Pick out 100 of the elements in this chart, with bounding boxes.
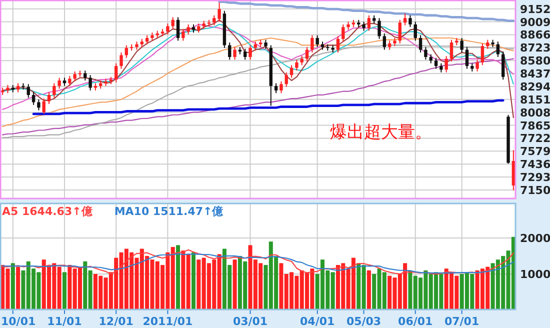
y-tick-label: 7293 bbox=[520, 171, 550, 184]
x-tick-label: 11/01 bbox=[47, 315, 82, 328]
y-tick-label: 8580 bbox=[520, 54, 550, 68]
x-tick-label: 07/01 bbox=[444, 315, 480, 328]
candlestick bbox=[145, 34, 149, 45]
candlestick bbox=[176, 16, 180, 42]
candlestick bbox=[197, 23, 200, 34]
candlestick bbox=[120, 52, 123, 70]
y-tick-label: 9009 bbox=[520, 16, 550, 29]
y-tick-label: 1000 bbox=[520, 268, 550, 281]
line-series bbox=[32, 99, 504, 116]
bar bbox=[16, 266, 20, 310]
candlestick bbox=[450, 39, 454, 62]
candlestick bbox=[398, 19, 402, 44]
candlestick bbox=[73, 70, 76, 82]
candlestick bbox=[16, 82, 20, 93]
bar bbox=[62, 272, 66, 310]
line-series bbox=[218, 0, 515, 22]
y-tick-label: 8437 bbox=[520, 68, 550, 81]
candlestick bbox=[280, 80, 283, 94]
candlestick bbox=[212, 14, 216, 26]
candlestick bbox=[32, 92, 36, 106]
candlestick bbox=[42, 98, 46, 114]
candlestick bbox=[403, 13, 407, 26]
candlestick bbox=[88, 74, 92, 91]
text: A5 1644.63↑億 bbox=[2, 205, 94, 218]
y-tick-label: 7722 bbox=[520, 132, 550, 146]
x-tick-label: 2011/01 bbox=[142, 315, 193, 328]
x-tick-label: 12/01 bbox=[98, 315, 134, 328]
text: MA10 1511.47↑億 bbox=[114, 205, 224, 218]
candlestick bbox=[114, 62, 118, 83]
y-tick-label: 7865 bbox=[520, 119, 550, 132]
candlestick bbox=[486, 39, 490, 50]
candlestick bbox=[284, 72, 288, 88]
x-tick-label: 03/01 bbox=[232, 315, 268, 328]
candlestick bbox=[52, 82, 56, 98]
candlestick bbox=[434, 57, 438, 70]
candlestick bbox=[429, 54, 432, 64]
candlestick bbox=[300, 56, 304, 66]
candlestick bbox=[68, 75, 72, 86]
candlestick bbox=[26, 84, 30, 98]
candlestick bbox=[84, 70, 87, 82]
candlestick bbox=[388, 40, 392, 50]
candlestick bbox=[58, 77, 61, 90]
candlestick bbox=[496, 41, 500, 58]
candlestick bbox=[414, 21, 417, 42]
candlestick bbox=[336, 36, 340, 53]
y-tick-label: 8008 bbox=[520, 106, 550, 120]
bar bbox=[232, 260, 237, 310]
y-tick-label: 7436 bbox=[520, 158, 550, 172]
y-tick-label: 8866 bbox=[520, 28, 550, 42]
candlestick bbox=[166, 23, 170, 35]
candlestick bbox=[254, 41, 258, 52]
candlestick bbox=[444, 56, 448, 73]
bar bbox=[366, 270, 371, 310]
candlestick bbox=[274, 82, 278, 94]
candlestick bbox=[228, 42, 232, 60]
candlestick bbox=[182, 28, 185, 42]
candlestick bbox=[382, 32, 386, 50]
candlestick bbox=[124, 44, 128, 58]
candlestick bbox=[424, 46, 428, 60]
candlestick bbox=[233, 46, 236, 60]
candlestick bbox=[476, 59, 479, 72]
candlestick bbox=[465, 46, 469, 70]
candlestick bbox=[378, 18, 381, 40]
x-tick-label: 04/01 bbox=[300, 315, 335, 328]
candlestick bbox=[310, 34, 314, 53]
y-tick-label: 9152 bbox=[520, 2, 550, 16]
candlestick bbox=[480, 42, 484, 66]
candlestick bbox=[362, 21, 366, 32]
candlestick bbox=[37, 99, 40, 111]
candlestick bbox=[440, 62, 443, 73]
x-tick-label: 05/03 bbox=[346, 315, 382, 328]
candlestick bbox=[244, 48, 247, 60]
line-series bbox=[2, 249, 514, 275]
x-tick-label: 10/01 bbox=[1, 315, 36, 328]
y-tick-label: 8151 bbox=[520, 93, 550, 106]
candlestick bbox=[502, 51, 505, 80]
bar bbox=[6, 268, 10, 310]
candlestick bbox=[248, 44, 252, 60]
candlestick bbox=[316, 34, 319, 48]
bar bbox=[10, 263, 15, 310]
annotation: 爆出超大量。 bbox=[330, 122, 432, 142]
candlestick bbox=[418, 34, 422, 53]
x-tick-label: 06/01 bbox=[398, 315, 433, 328]
candlestick bbox=[367, 14, 371, 32]
y-tick-label: 7150 bbox=[520, 184, 550, 197]
candlestick bbox=[290, 64, 294, 78]
candlestick bbox=[305, 46, 309, 62]
candlestick bbox=[342, 24, 345, 42]
candlestick bbox=[218, 2, 221, 22]
line-series bbox=[2, 253, 514, 274]
candlestick bbox=[408, 14, 412, 28]
y-tick-label: 8294 bbox=[520, 80, 550, 94]
bar bbox=[192, 252, 196, 310]
candlestick bbox=[295, 59, 298, 72]
candlestick bbox=[47, 92, 51, 105]
y-tick-label: 7579 bbox=[520, 145, 550, 158]
y-tick-label: 2000 bbox=[520, 232, 550, 245]
y-tick-label: 8723 bbox=[520, 42, 550, 55]
